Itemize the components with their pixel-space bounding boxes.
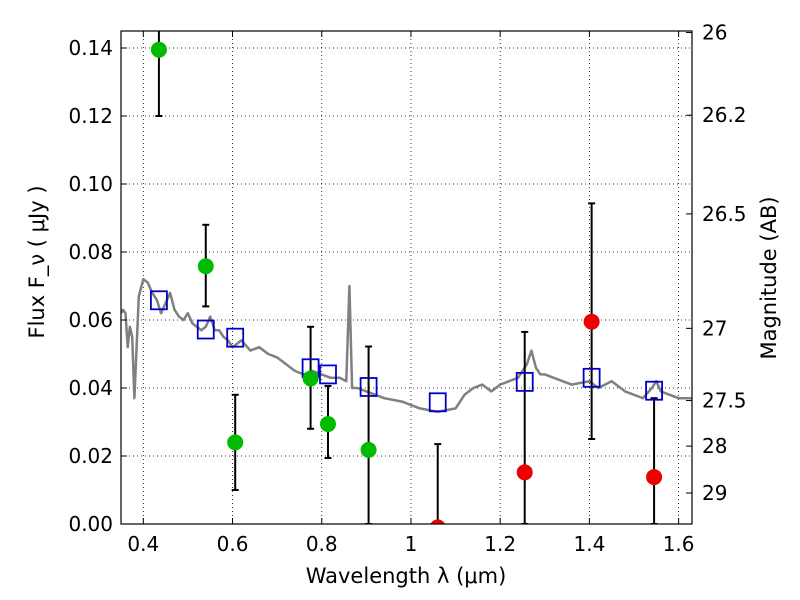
observed-flux-point-green (302, 370, 319, 387)
magnitude-tick-label: 28 (702, 434, 727, 458)
y-tick-label: 0.08 (68, 240, 113, 264)
y-axis-label-flux: Flux F_ν ( μJy ) (25, 185, 50, 338)
axis-ticks: 0.4 0.6 0.8 1 1.2 1.4 1.6 0.00 0.02 0.04 0.06 0.08 0… (68, 21, 746, 556)
y-tick-label: 0.06 (68, 308, 113, 332)
plot-frame (120, 30, 693, 525)
observed-flux-point-red (430, 519, 445, 524)
magnitude-tick-label: 27.5 (702, 389, 747, 413)
x-tick-label: 0.8 (306, 532, 338, 556)
y-tick-label: 0.02 (68, 444, 113, 468)
magnitude-tick-label: 29 (702, 481, 727, 505)
y-tick-label: 0.14 (68, 36, 113, 60)
y-tick-label: 0.10 (68, 172, 113, 196)
observed-flux-point-green (150, 41, 167, 58)
magnitude-tick-label: 26.2 (702, 103, 747, 127)
x-axis-label: Wavelength λ (μm) (306, 564, 507, 588)
y-tick-label: 0.04 (68, 376, 113, 400)
x-tick-label: 0.6 (217, 532, 249, 556)
model-flux-square (226, 327, 245, 348)
model-flux-square (150, 290, 168, 311)
magnitude-tick-label: 27 (702, 316, 727, 340)
model-flux-square (582, 367, 601, 388)
y-tick-label: 0.00 (68, 512, 113, 536)
model-flux-square (319, 364, 337, 385)
x-tick-label: 1.4 (573, 532, 605, 556)
model-flux-square (428, 392, 447, 413)
x-tick-label: 1 (405, 532, 418, 556)
x-tick-label: 1.2 (484, 532, 516, 556)
observed-flux-point-green (360, 441, 377, 458)
model-flux-square (196, 319, 215, 340)
sed-model-line (121, 277, 692, 414)
magnitude-tick-label: 26.5 (702, 202, 747, 226)
model-flux-square (359, 377, 378, 397)
y-axis-label-magnitude: Magnitude (AB) (757, 196, 781, 359)
observed-flux-point-green (227, 434, 244, 451)
model-flux-square (515, 371, 534, 392)
observed-flux-point-red (646, 469, 663, 486)
plot-area (121, 31, 692, 524)
observed-flux-point-green (197, 258, 214, 275)
y-tick-label: 0.12 (68, 104, 113, 128)
x-tick-label: 0.4 (127, 532, 159, 556)
observed-flux-point-green (319, 416, 336, 433)
model-flux-square (645, 380, 663, 401)
observed-flux-point-red (583, 313, 600, 330)
x-tick-label: 1.6 (663, 532, 695, 556)
observed-flux-point-red (516, 464, 533, 481)
data-group (121, 31, 692, 524)
magnitude-tick-label: 26 (702, 21, 727, 45)
